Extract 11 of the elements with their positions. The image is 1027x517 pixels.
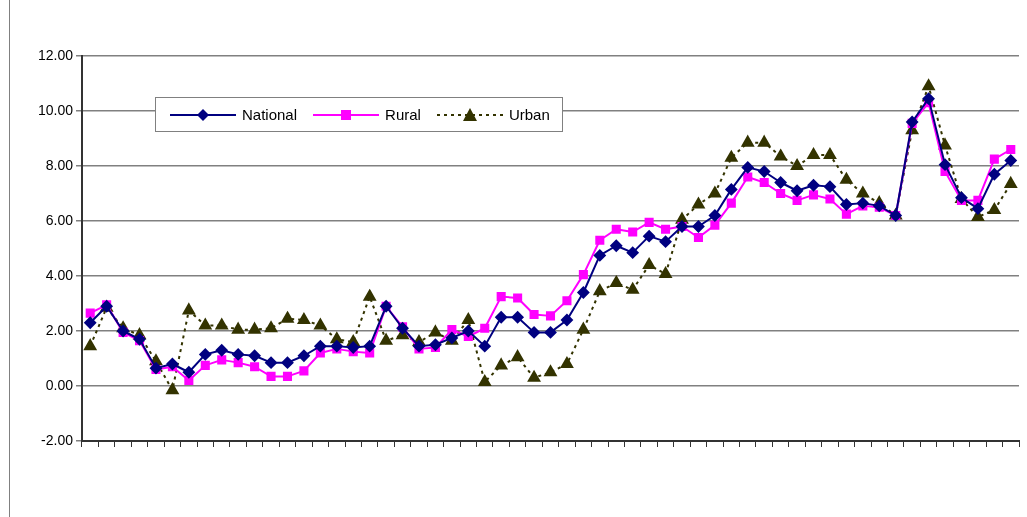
y-tick-label: 10.00 <box>37 101 74 118</box>
y-tick-label: 2.00 <box>45 321 74 338</box>
legend-label: National <box>242 106 298 123</box>
legend-label: Urban <box>508 106 550 123</box>
y-tick-label: -2.00 <box>41 431 74 448</box>
y-tick-label: 8.00 <box>45 156 74 173</box>
y-tick-label: 0.00 <box>45 376 74 393</box>
y-tick-label: 4.00 <box>45 266 74 283</box>
legend-label: Rural <box>385 106 421 123</box>
y-tick-label: 12.00 <box>37 46 74 63</box>
y-tick-label: 6.00 <box>45 211 74 228</box>
